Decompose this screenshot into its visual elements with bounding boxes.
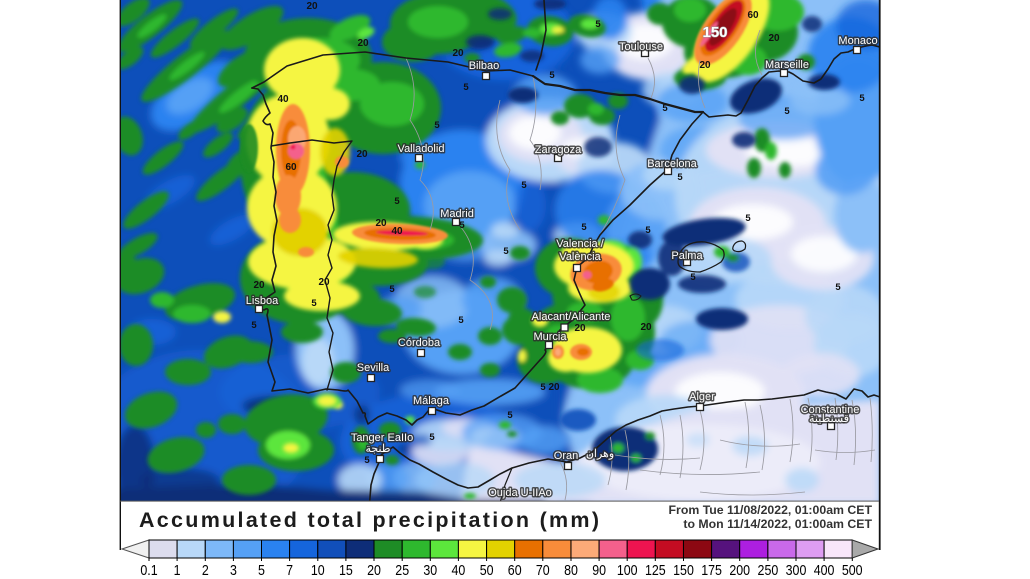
svg-text:Alger: Alger <box>689 391 715 403</box>
svg-text:175: 175 <box>701 562 722 579</box>
svg-text:From Tue 11/08/2022, 01:00am C: From Tue 11/08/2022, 01:00am CET <box>669 503 873 517</box>
svg-text:Accumulated total precipitatio: Accumulated total precipitation (mm) <box>139 508 599 532</box>
svg-text:5: 5 <box>459 220 465 231</box>
svg-text:to Mon 11/14/2022, 01:00am CET: to Mon 11/14/2022, 01:00am CET <box>683 517 872 531</box>
svg-text:20: 20 <box>306 1 318 12</box>
svg-text:5: 5 <box>677 172 683 183</box>
svg-text:5: 5 <box>507 410 513 421</box>
svg-text:5: 5 <box>859 93 865 104</box>
svg-text:5: 5 <box>745 213 751 224</box>
svg-text:20: 20 <box>548 382 560 393</box>
svg-text:300: 300 <box>786 562 807 579</box>
svg-text:València: València <box>559 251 601 263</box>
svg-text:150: 150 <box>673 562 694 579</box>
svg-text:7: 7 <box>286 562 293 579</box>
svg-text:10: 10 <box>311 562 325 579</box>
svg-text:5: 5 <box>311 298 317 309</box>
svg-text:Zaragoza: Zaragoza <box>535 144 582 156</box>
svg-text:Madrid: Madrid <box>440 208 474 220</box>
svg-text:100: 100 <box>617 562 638 579</box>
svg-text:50: 50 <box>480 562 494 579</box>
svg-text:25: 25 <box>395 562 409 579</box>
svg-text:20: 20 <box>318 277 330 288</box>
svg-text:5: 5 <box>690 272 696 283</box>
svg-text:قسنطينة: قسنطينة <box>809 413 849 425</box>
svg-text:5: 5 <box>503 246 509 257</box>
svg-text:70: 70 <box>536 562 550 579</box>
svg-text:5: 5 <box>540 382 546 393</box>
svg-text:1: 1 <box>174 562 181 579</box>
svg-text:20: 20 <box>367 562 381 579</box>
svg-text:60: 60 <box>508 562 522 579</box>
svg-text:5: 5 <box>645 225 651 236</box>
svg-text:Bilbao: Bilbao <box>469 60 500 72</box>
svg-text:Málaga: Málaga <box>413 395 450 407</box>
svg-text:Constantine: Constantine <box>801 404 860 416</box>
svg-text:Marseille: Marseille <box>765 59 809 71</box>
svg-text:20: 20 <box>253 280 265 291</box>
svg-text:5: 5 <box>521 180 527 191</box>
svg-text:40: 40 <box>391 226 403 237</box>
svg-text:60: 60 <box>747 10 759 21</box>
svg-text:5: 5 <box>662 103 668 114</box>
svg-text:5: 5 <box>258 562 265 579</box>
svg-text:30: 30 <box>423 562 437 579</box>
svg-text:20: 20 <box>640 322 652 333</box>
svg-text:90: 90 <box>592 562 606 579</box>
svg-text:3: 3 <box>230 562 237 579</box>
svg-text:5: 5 <box>394 196 400 207</box>
svg-text:Monaco: Monaco <box>838 35 877 47</box>
svg-text:5: 5 <box>434 120 440 131</box>
svg-text:5: 5 <box>364 455 370 466</box>
svg-text:80: 80 <box>564 562 578 579</box>
svg-text:60: 60 <box>285 162 297 173</box>
svg-text:5: 5 <box>784 106 790 117</box>
svg-text:0.1: 0.1 <box>140 562 157 579</box>
svg-text:Oran: Oran <box>554 450 578 462</box>
svg-text:Lisboa: Lisboa <box>246 295 279 307</box>
svg-text:20: 20 <box>356 149 368 160</box>
svg-text:40: 40 <box>277 94 289 105</box>
svg-text:20: 20 <box>505 489 517 500</box>
svg-text:2: 2 <box>202 562 209 579</box>
svg-text:20: 20 <box>574 323 586 334</box>
svg-text:Alacant/Alicante: Alacant/Alicante <box>532 311 611 323</box>
svg-text:20: 20 <box>768 33 780 44</box>
svg-text:125: 125 <box>645 562 666 579</box>
svg-text:5: 5 <box>549 70 555 81</box>
svg-text:Toulouse: Toulouse <box>619 41 663 53</box>
svg-text:5: 5 <box>389 284 395 295</box>
svg-text:250: 250 <box>758 562 779 579</box>
svg-text:20: 20 <box>699 60 711 71</box>
svg-text:Valladolid: Valladolid <box>398 143 445 155</box>
svg-text:Tanger ΕаΙΙо: Tanger ΕаΙΙо <box>351 432 413 444</box>
svg-text:150: 150 <box>702 24 727 41</box>
svg-text:20: 20 <box>357 38 369 49</box>
svg-text:5: 5 <box>251 320 257 331</box>
svg-text:5: 5 <box>458 315 464 326</box>
svg-text:40: 40 <box>452 562 466 579</box>
svg-text:5: 5 <box>463 82 469 93</box>
svg-text:Murcia: Murcia <box>533 331 567 343</box>
svg-text:Barcelona: Barcelona <box>647 158 697 170</box>
svg-text:Sevilla: Sevilla <box>357 362 390 374</box>
svg-text:وهران: وهران <box>586 448 614 460</box>
svg-text:5: 5 <box>835 282 841 293</box>
svg-text:Palma: Palma <box>671 250 703 262</box>
svg-text:5: 5 <box>581 222 587 233</box>
svg-text:Valencia /: Valencia / <box>556 238 604 250</box>
svg-text:500: 500 <box>842 562 863 579</box>
svg-text:5: 5 <box>429 432 435 443</box>
svg-text:15: 15 <box>339 562 353 579</box>
svg-text:400: 400 <box>814 562 835 579</box>
svg-text:Córdoba: Córdoba <box>398 337 441 349</box>
svg-text:20: 20 <box>375 218 387 229</box>
svg-text:20: 20 <box>452 48 464 59</box>
svg-text:5: 5 <box>595 19 601 30</box>
svg-text:Oujda U-ΙΙΑо: Oujda U-ΙΙΑо <box>488 487 552 499</box>
svg-text:طنجة: طنجة <box>365 443 390 455</box>
svg-text:200: 200 <box>729 562 750 579</box>
